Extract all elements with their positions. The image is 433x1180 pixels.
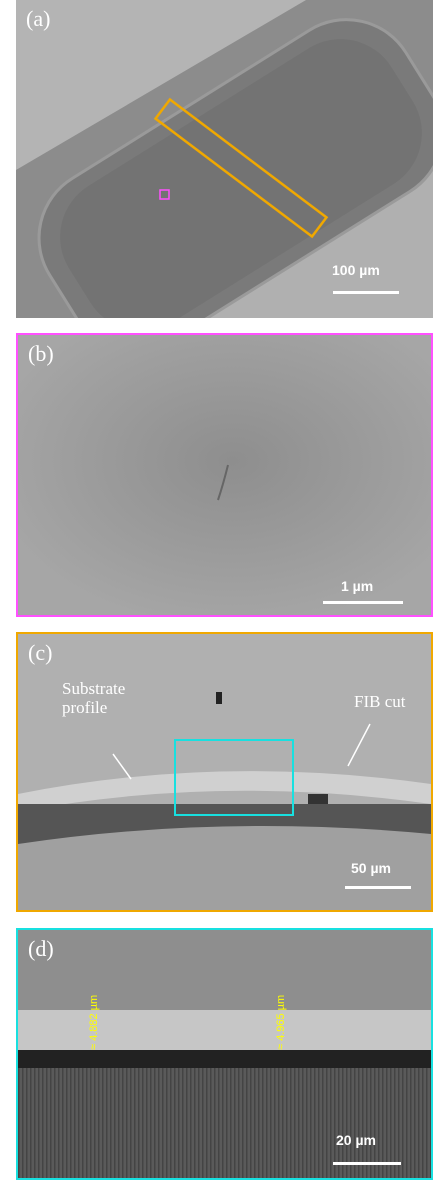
panel-label: (d) bbox=[28, 936, 54, 962]
panel-label: (b) bbox=[28, 341, 54, 367]
annotation: Substrate profile bbox=[62, 679, 152, 717]
sem-image-b bbox=[18, 335, 431, 615]
panel-label: (c) bbox=[28, 640, 52, 666]
scale-bar-label: 50 µm bbox=[351, 860, 391, 876]
scale-bar-label: 100 µm bbox=[332, 262, 380, 278]
panel-c: (c) Substrate profile FIB cut 50 µm bbox=[16, 632, 433, 912]
panel-b: (b) 1 µm bbox=[16, 333, 433, 617]
scale-bar-label: 1 µm bbox=[341, 578, 373, 594]
scale-bar bbox=[333, 1162, 401, 1165]
thickness-label: ≈ 4.882 µm bbox=[88, 995, 100, 1050]
panel-label: (a) bbox=[26, 6, 50, 32]
thickness-label: ≈ 4.965 µm bbox=[275, 995, 287, 1050]
scale-bar-label: 20 µm bbox=[336, 1132, 376, 1148]
scale-bar bbox=[333, 291, 399, 294]
scale-bar bbox=[323, 601, 403, 604]
figure: (a) 100 µm (b) 1 µm (c) Substrate profil… bbox=[0, 0, 433, 1180]
annotation: FIB cut bbox=[354, 692, 405, 711]
panel-d: (d) ≈ 4.882 µm ≈ 4.965 µm 20 µm bbox=[16, 928, 433, 1180]
panel-a: (a) 100 µm bbox=[16, 0, 433, 318]
scale-bar bbox=[345, 886, 411, 889]
